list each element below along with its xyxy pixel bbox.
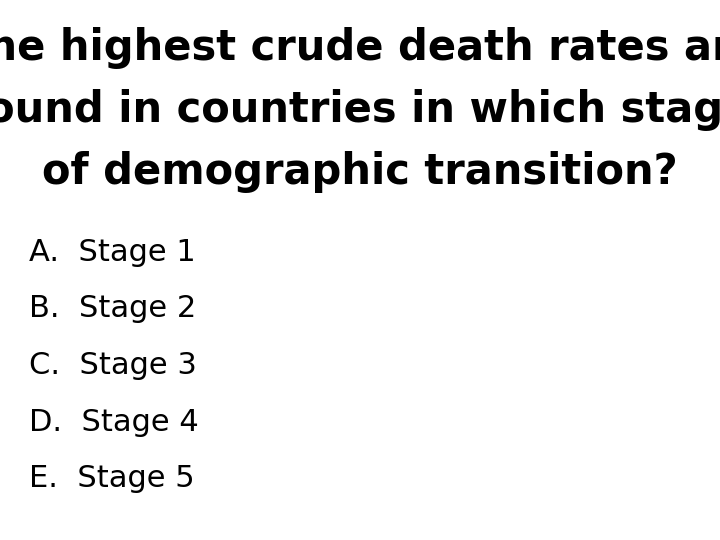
Text: A.  Stage 1: A. Stage 1	[29, 238, 196, 267]
Text: D.  Stage 4: D. Stage 4	[29, 408, 199, 437]
Text: of demographic transition?: of demographic transition?	[42, 151, 678, 193]
Text: found in countries in which stage: found in countries in which stage	[0, 89, 720, 131]
Text: B.  Stage 2: B. Stage 2	[29, 294, 196, 323]
Text: C.  Stage 3: C. Stage 3	[29, 351, 197, 380]
Text: The highest crude death rates are: The highest crude death rates are	[0, 27, 720, 69]
Text: E.  Stage 5: E. Stage 5	[29, 464, 194, 494]
